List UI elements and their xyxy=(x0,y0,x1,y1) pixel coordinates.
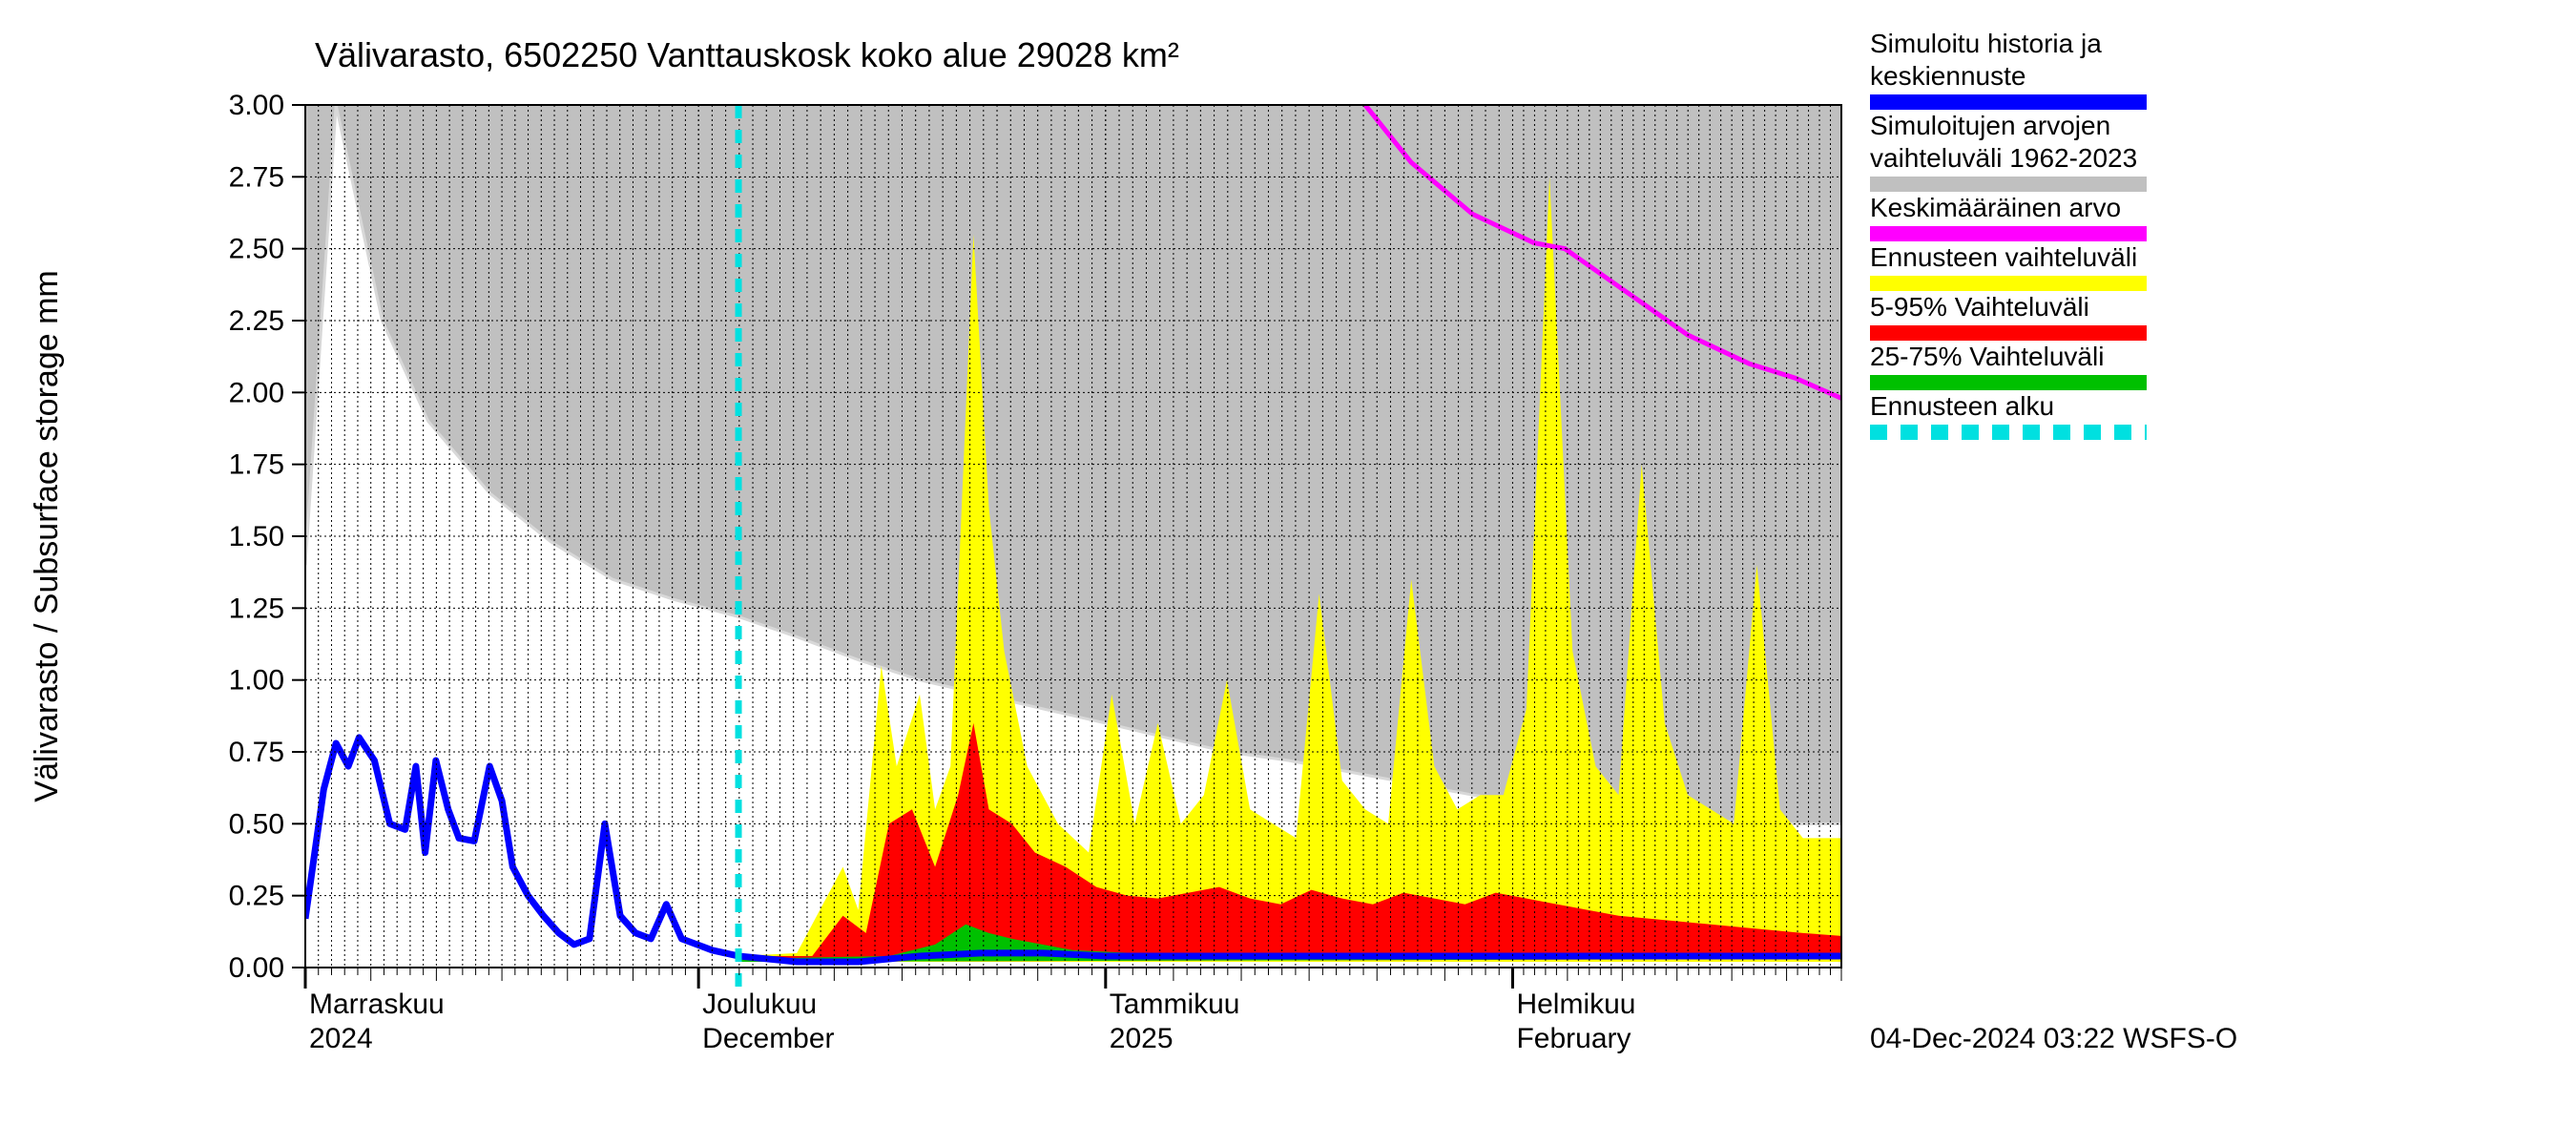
legend-label: Ennusteen alku xyxy=(1870,391,2054,421)
chart-footer: 04-Dec-2024 03:22 WSFS-O xyxy=(1870,1023,2237,1054)
y-tick-label: 1.00 xyxy=(229,665,284,697)
y-tick-label: 0.75 xyxy=(229,737,284,768)
legend-swatch xyxy=(1870,226,2147,241)
y-tick-label: 1.75 xyxy=(229,449,284,481)
y-tick-label: 1.25 xyxy=(229,593,284,624)
legend-swatch xyxy=(1870,375,2147,390)
legend-label: Keskimääräinen arvo xyxy=(1870,193,2121,222)
chart-container: 0.00 0.25 0.50 0.75 1.00 1.25 1.50 1.75 2.00 2.25… xyxy=(0,0,2576,1145)
legend-swatch xyxy=(1870,94,2147,110)
legend-label: 25-75% Vaihteluväli xyxy=(1870,342,2104,371)
x-tick-label-top: Marraskuu xyxy=(309,989,445,1020)
y-tick-label: 2.50 xyxy=(229,234,284,265)
y-tick-label: 2.00 xyxy=(229,377,284,408)
chart-title: Välivarasto, 6502250 Vanttauskosk koko a… xyxy=(315,35,1179,74)
x-tick-label-top: Helmikuu xyxy=(1516,989,1635,1020)
legend-label: keskiennuste xyxy=(1870,61,2025,91)
y-tick-label: 2.75 xyxy=(229,161,284,193)
x-tick-label-top: Tammikuu xyxy=(1110,989,1240,1020)
x-tick-label-bottom: February xyxy=(1516,1023,1631,1054)
y-tick-label: 2.25 xyxy=(229,305,284,337)
legend-label: 5-95% Vaihteluväli xyxy=(1870,292,2089,322)
legend-label: Simuloitu historia ja xyxy=(1870,29,2102,58)
legend-label: Simuloitujen arvojen xyxy=(1870,111,2110,140)
legend-swatch xyxy=(1870,276,2147,291)
y-tick-label: 0.00 xyxy=(229,952,284,984)
y-axis-label: Välivarasto / Subsurface storage mm xyxy=(29,270,65,802)
chart-svg: 0.00 0.25 0.50 0.75 1.00 1.25 1.50 1.75 2.00 2.25… xyxy=(0,0,2576,1145)
legend-swatch xyxy=(1870,177,2147,192)
x-tick-label-bottom: 2025 xyxy=(1110,1023,1174,1054)
legend-swatch xyxy=(1870,325,2147,341)
x-tick-label-bottom: December xyxy=(702,1023,834,1054)
legend-label: Ennusteen vaihteluväli xyxy=(1870,242,2137,272)
y-tick-label: 3.00 xyxy=(229,90,284,121)
y-tick-label: 0.50 xyxy=(229,808,284,840)
y-tick-label: 1.50 xyxy=(229,521,284,552)
y-tick-label: 0.25 xyxy=(229,881,284,912)
x-tick-label-top: Joulukuu xyxy=(702,989,817,1020)
x-tick-label-bottom: 2024 xyxy=(309,1023,373,1054)
legend-label: vaihteluväli 1962-2023 xyxy=(1870,143,2137,173)
